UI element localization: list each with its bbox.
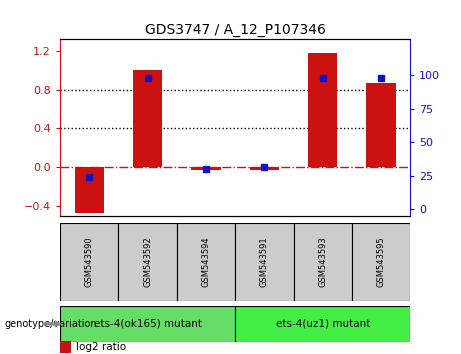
Text: ets-4(uz1) mutant: ets-4(uz1) mutant [276,319,370,329]
Text: GSM543591: GSM543591 [260,236,269,287]
Text: log2 ratio: log2 ratio [76,342,126,352]
Title: GDS3747 / A_12_P107346: GDS3747 / A_12_P107346 [145,23,325,36]
Bar [235,306,410,342]
Bar [60,223,118,301]
Text: ets-4(ok165) mutant: ets-4(ok165) mutant [94,319,201,329]
Text: GSM543593: GSM543593 [318,236,327,287]
Bar [75,167,104,213]
Bar [191,167,220,170]
Bar [60,306,235,342]
Text: GSM543594: GSM543594 [201,236,210,287]
Text: GSM543595: GSM543595 [377,236,385,287]
Bar [352,223,410,301]
Text: GSM543590: GSM543590 [85,236,94,287]
Bar [366,83,396,167]
Bar [308,52,337,167]
Bar [133,70,162,167]
Bar [177,223,235,301]
Bar [294,223,352,301]
Text: genotype/variation: genotype/variation [5,319,97,329]
Text: GSM543592: GSM543592 [143,236,152,287]
Bar [235,223,294,301]
Bar [250,167,279,170]
Bar [118,223,177,301]
